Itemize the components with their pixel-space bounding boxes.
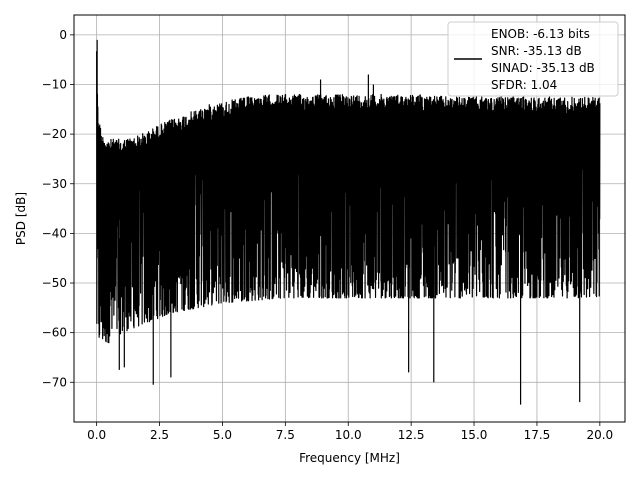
x-tick-label: 0.0 [87, 428, 106, 442]
plot-frame [73, 14, 626, 423]
y-tick-label: −50 [42, 276, 67, 290]
legend: ENOB: -6.13 bits SNR: -35.13 dB SINAD: -… [447, 21, 619, 97]
y-tick-label: −70 [42, 375, 67, 389]
legend-sfdr: SFDR: 1.04 [491, 78, 557, 92]
x-axis-ticks: 0.0 2.5 5.0 7.5 10.0 12.5 15.0 17.5 20.0 [87, 422, 613, 442]
y-tick-label: −60 [42, 326, 67, 340]
y-axis-ticks: 0 −10 −20 −30 −40 −50 −60 −70 [42, 28, 74, 389]
x-tick-label: 10.0 [335, 428, 362, 442]
x-tick-label: 20.0 [586, 428, 613, 442]
legend-enob: ENOB: -6.13 bits [491, 27, 590, 41]
legend-box [447, 21, 619, 97]
x-tick-label: 17.5 [524, 428, 551, 442]
psd-series [96, 39, 601, 405]
x-axis-label: Frequency [MHz] [299, 451, 400, 465]
x-tick-label: 7.5 [276, 428, 295, 442]
x-tick-label: 12.5 [398, 428, 425, 442]
legend-sinad: SINAD: -35.13 dB [491, 61, 595, 75]
psd-line [96, 39, 601, 405]
x-tick-label: 15.0 [461, 428, 488, 442]
y-tick-label: 0 [59, 28, 67, 42]
x-tick-label: 2.5 [150, 428, 169, 442]
y-tick-label: −40 [42, 226, 67, 240]
x-tick-label: 5.0 [213, 428, 232, 442]
legend-snr: SNR: -35.13 dB [491, 44, 582, 58]
y-tick-label: −20 [42, 127, 67, 141]
y-tick-label: −30 [42, 177, 67, 191]
y-tick-label: −10 [42, 77, 67, 91]
y-axis-label: PSD [dB] [14, 192, 28, 245]
